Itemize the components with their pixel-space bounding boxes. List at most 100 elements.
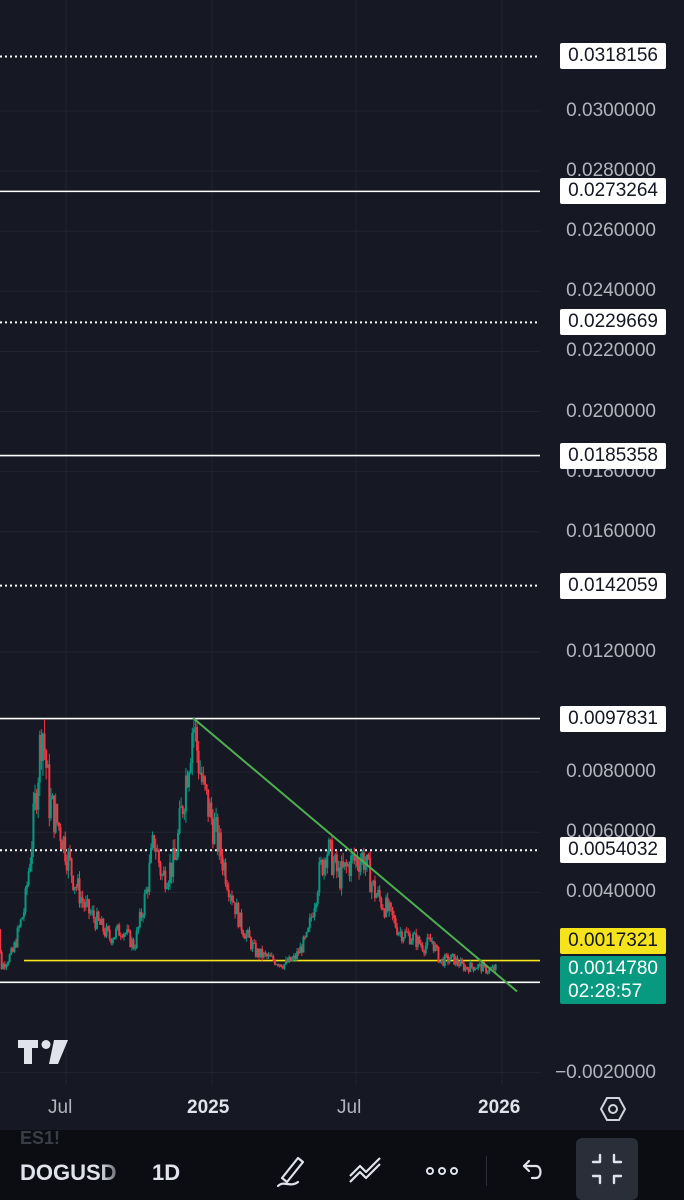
- candle-body: [283, 963, 286, 969]
- chart-area[interactable]: 0.0300000 0.0280000 0.0260000 0.0240000 0.02…: [0, 0, 684, 1130]
- price-axis-label: 0.0080000: [566, 761, 656, 783]
- candle-body: [175, 857, 178, 860]
- candle-body: [84, 901, 87, 908]
- candle-body: [262, 952, 265, 958]
- candle-body: [243, 935, 246, 939]
- candle-body: [462, 963, 465, 971]
- candle-body: [394, 918, 397, 928]
- candle-body: [370, 883, 373, 893]
- candle-body: [412, 934, 415, 942]
- candle-body: [329, 839, 332, 841]
- candle-body: [399, 931, 402, 933]
- candle-body: [48, 764, 51, 819]
- candle-body: [281, 966, 284, 969]
- brush-icon[interactable]: [272, 1150, 312, 1190]
- candle-body: [284, 959, 287, 964]
- candle-body: [439, 961, 442, 963]
- candle-body: [404, 931, 407, 938]
- candle-body: [199, 772, 202, 774]
- horizontal-levels[interactable]: [0, 55, 540, 984]
- candle-body: [53, 795, 56, 833]
- undo-icon[interactable]: [512, 1150, 552, 1190]
- candle-body: [205, 784, 208, 790]
- candle-body: [478, 963, 481, 965]
- candle-body: [466, 966, 469, 969]
- candle-body: [405, 931, 408, 933]
- drawings-icon[interactable]: [346, 1150, 386, 1190]
- candle-body: [105, 926, 108, 937]
- candle-body: [467, 968, 470, 972]
- candle-body: [83, 902, 86, 908]
- candle-body: [380, 898, 383, 908]
- candle-body: [135, 930, 138, 949]
- candle-body: [126, 929, 129, 934]
- candle-body: [356, 857, 359, 867]
- candle-body: [192, 729, 195, 733]
- candle-body: [183, 811, 186, 814]
- candle-body: [369, 858, 372, 893]
- candle-body: [327, 839, 330, 855]
- more-icon[interactable]: [422, 1150, 462, 1190]
- candle-body: [289, 956, 292, 961]
- candle-body: [45, 750, 48, 768]
- candle-body: [138, 911, 141, 927]
- candle-body: [446, 955, 449, 963]
- candle-body: [59, 826, 62, 842]
- settings-hexagon-icon[interactable]: [600, 1096, 626, 1122]
- candle-body: [454, 958, 457, 965]
- candle-body: [38, 735, 41, 783]
- candle-body: [67, 851, 70, 871]
- candle-body: [491, 966, 494, 969]
- exit-fullscreen-button[interactable]: [576, 1138, 638, 1200]
- candle-body: [272, 955, 275, 961]
- candle-body: [108, 929, 111, 939]
- candle-body: [72, 875, 75, 890]
- candle-body: [450, 954, 453, 960]
- candle-body: [448, 959, 451, 963]
- ticker-strip[interactable]: ES1!: [20, 1128, 61, 1148]
- candle-body: [300, 946, 303, 953]
- price-chart[interactable]: [0, 0, 684, 1130]
- level-price-badge: 0.0054032: [560, 837, 666, 864]
- candle-body: [143, 893, 146, 916]
- candle-body: [78, 878, 81, 904]
- candle-body: [264, 952, 267, 954]
- candle-body: [375, 894, 378, 898]
- candle-body: [197, 750, 200, 774]
- candle-body: [224, 862, 227, 885]
- candle-body: [292, 955, 295, 959]
- candle-body: [475, 968, 478, 970]
- candle-body: [485, 965, 488, 973]
- candle-body: [153, 835, 156, 849]
- candle-body: [305, 931, 308, 937]
- candle-body: [173, 848, 176, 860]
- candle-body: [208, 802, 211, 817]
- candle-body: [7, 962, 10, 965]
- price-axis-label: 0.0240000: [566, 280, 656, 302]
- candle-body: [229, 895, 232, 898]
- trendline[interactable]: [192, 717, 518, 993]
- interval-button[interactable]: 1D: [152, 1160, 181, 1185]
- candle-body: [335, 854, 338, 872]
- candle-body: [470, 962, 473, 967]
- candle-body: [396, 927, 399, 935]
- candle-body: [0, 929, 2, 953]
- candle-body: [351, 855, 354, 857]
- candles: [0, 719, 497, 975]
- candle-body: [481, 963, 484, 972]
- candle-body: [237, 902, 240, 927]
- candle-body: [64, 836, 67, 862]
- candle-body: [358, 866, 361, 872]
- candle-body: [226, 884, 229, 890]
- candle-body: [434, 945, 437, 952]
- candle-body: [311, 916, 314, 918]
- candle-body: [134, 948, 137, 950]
- candle-body: [94, 918, 97, 929]
- candle-body: [410, 941, 413, 945]
- candle-body: [194, 727, 197, 730]
- tradingview-logo-icon: [18, 1040, 68, 1064]
- candle-body: [75, 887, 78, 889]
- candle-body: [10, 948, 13, 955]
- candle-body: [35, 793, 38, 810]
- candle-body: [250, 937, 253, 950]
